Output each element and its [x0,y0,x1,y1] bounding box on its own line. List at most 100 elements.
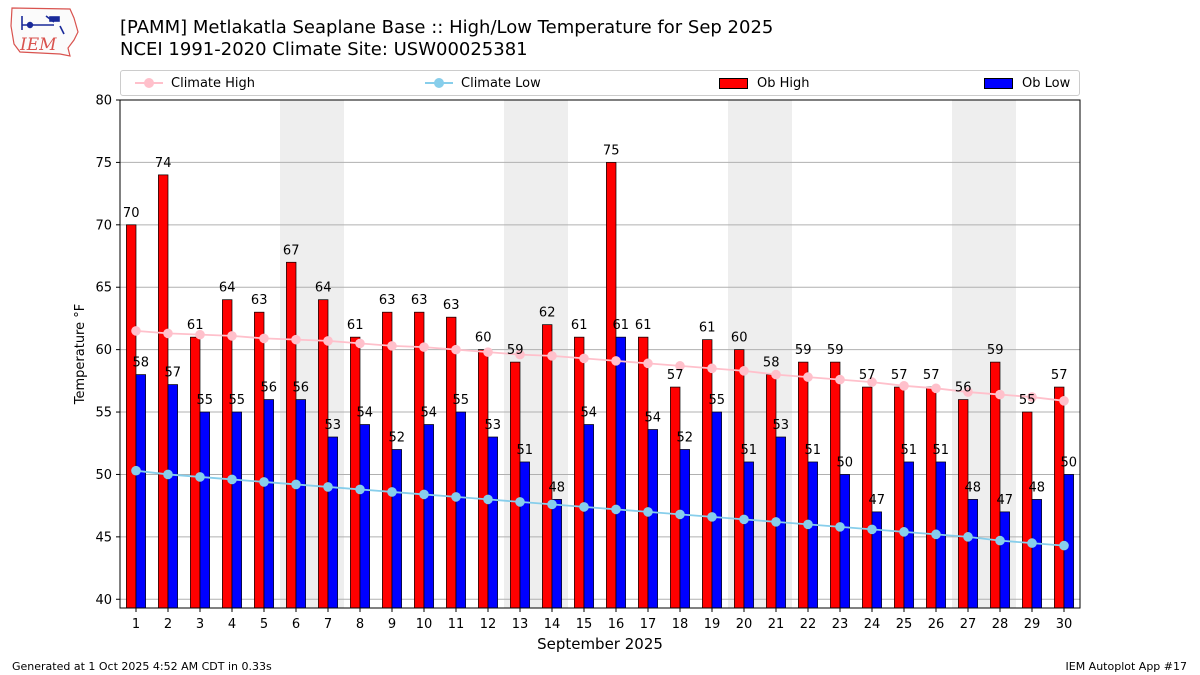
ob-high-label-day-13: 59 [507,343,524,358]
ob-low-label-day-29: 48 [1029,480,1046,495]
x-tick-label-11: 11 [448,617,465,632]
climate-high-point-day-10 [419,342,429,352]
ob-low-bar-day-17 [647,429,658,609]
ob-high-bar-day-26 [926,386,937,609]
ob-low-label-day-3: 55 [197,393,214,408]
x-tick-label-20: 20 [736,617,753,632]
climate-high-point-day-2 [163,328,173,339]
ob-low-label-day-19: 55 [709,393,726,408]
ob-low-bar-day-10 [423,424,434,609]
climate-high-point-day-23 [835,374,845,385]
iem-logo[interactable]: IEM [8,6,80,58]
ob-low-label-day-1: 58 [133,356,150,371]
ob-high-bar-day-6 [286,261,297,609]
climate-low-point-day-6 [291,479,301,490]
ob-high-label-day-24: 57 [859,368,876,383]
climate-low-point-day-22 [803,519,813,530]
ob-high-bar-day-8 [350,336,361,609]
x-tick-label-13: 13 [512,617,529,632]
ob-high-bar-day-13 [510,361,521,609]
logo-text: IEM [19,35,57,55]
x-tick-label-28: 28 [992,617,1009,632]
ob-low-label-day-23: 50 [837,455,854,470]
climate-low-point-day-26 [931,529,941,540]
climate-high-point-day-9 [387,341,397,351]
ob-high-label-day-1: 70 [123,206,140,221]
ob-high-label-day-16: 75 [603,143,620,158]
y-tick-label-65: 65 [95,281,112,296]
x-tick-label-5: 5 [260,617,268,632]
ob-low-label-day-20: 51 [741,443,758,458]
legend-climate-high-label: Climate High [171,75,256,91]
ob-high-swatch [719,77,748,89]
ob-low-label-day-12: 53 [485,418,502,433]
climate-low-point-day-20 [739,514,749,525]
x-tick-label-27: 27 [960,617,977,632]
ob-high-bar-day-5 [254,311,265,609]
title-line-2: NCEI 1991-2020 Climate Site: USW00025381 [120,39,528,60]
x-tick-label-8: 8 [356,617,364,632]
legend-ob-low-label: Ob Low [1022,75,1071,91]
climate-low-point-day-15 [579,502,589,512]
x-tick-label-18: 18 [672,617,689,632]
x-tick-label-4: 4 [228,617,236,632]
ob-low-label-day-17: 54 [645,411,662,426]
climate-high-point-day-15 [579,353,589,364]
climate-high-point-day-20 [739,366,749,376]
ob-low-bar-day-15 [583,424,594,609]
x-tick-label-21: 21 [768,617,785,632]
climate-high-point-day-17 [643,358,653,369]
climate-low-point-day-7 [323,482,333,492]
climate-low-point-day-29 [1027,538,1037,548]
ob-high-bar-day-10 [414,311,425,609]
ob-high-bar-day-14 [542,324,553,609]
climate-low-point-day-30 [1059,540,1069,551]
ob-low-label-day-24: 47 [869,493,886,508]
title-line-1: [PAMM] Metlakatla Seaplane Base :: High/… [120,17,774,38]
ob-high-label-day-3: 61 [187,318,204,333]
ob-low-bar-day-4 [231,411,242,609]
climate-low-point-day-11 [451,492,461,502]
climate-low-point-day-4 [227,474,237,485]
legend: Climate High Climate Low Ob High Ob Low [120,70,1080,96]
ob-high-bar-day-1 [126,224,137,609]
ob-high-bar-day-9 [382,311,393,609]
ob-low-label-day-16: 61 [613,318,630,333]
ob-low-label-day-22: 51 [805,443,822,458]
bar-labels: 70 58 74 57 61 55 64 55 63 56 67 56 64 53 61 54 63 52 63 54… [123,143,1077,507]
climate-high-point-day-3 [195,329,205,340]
climate-high-point-day-6 [291,334,301,345]
climate-high-point-day-22 [803,372,813,382]
ob-high-label-day-6: 67 [283,243,300,258]
y-tick-label-55: 55 [95,406,112,421]
ob-high-label-day-22: 59 [795,343,812,358]
ob-high-bar-day-12 [478,349,489,609]
ob-low-bar-day-23 [839,474,850,609]
climate-high-point-day-18 [675,361,685,371]
ob-low-label-day-14: 48 [549,480,566,495]
ob-high-label-day-17: 61 [635,318,652,333]
ob-low-label-day-18: 52 [677,430,694,445]
ob-low-bar-day-5 [263,399,274,609]
ob-high-label-day-30: 57 [1051,368,1068,383]
ob-high-label-day-27: 56 [955,381,972,396]
climate-low-point-day-5 [259,477,269,487]
climate-lines [131,326,1069,551]
climate-low-point-day-14 [547,499,557,510]
ob-high-bar-day-25 [894,386,905,609]
plot-frame [119,99,1081,609]
ob-low-label-day-11: 55 [453,393,470,408]
ob-low-bar-day-27 [967,499,978,609]
ob-high-label-day-11: 63 [443,298,460,313]
ob-low-bar-day-20 [743,461,754,609]
ob-high-bar-day-17 [638,336,649,609]
x-tick-label-7: 7 [324,617,332,632]
ob-high-label-day-26: 57 [923,368,940,383]
legend-ob-high: Ob High [719,71,810,95]
x-tick-label-23: 23 [832,617,849,632]
ob-low-label-day-13: 51 [517,443,534,458]
ob-low-bar-day-18 [679,449,690,609]
x-tick-label-17: 17 [640,617,657,632]
